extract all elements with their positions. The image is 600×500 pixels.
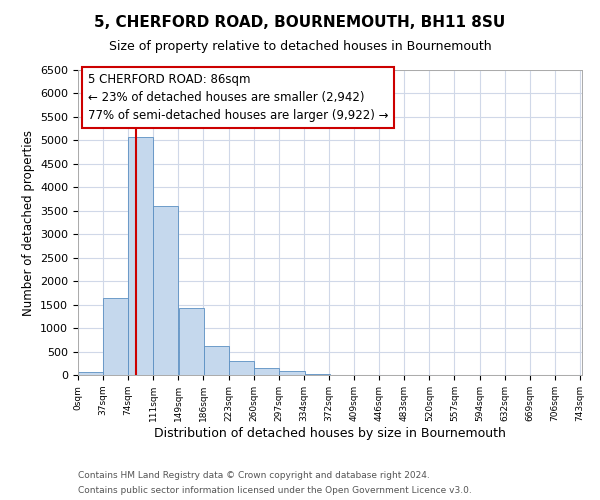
- X-axis label: Distribution of detached houses by size in Bournemouth: Distribution of detached houses by size …: [154, 426, 506, 440]
- Bar: [305, 374, 329, 375]
- Text: Contains public sector information licensed under the Open Government Licence v3: Contains public sector information licen…: [78, 486, 472, 495]
- Bar: [179, 308, 204, 375]
- Bar: [254, 368, 280, 375]
- Bar: [229, 360, 254, 375]
- Bar: [280, 371, 305, 375]
- Bar: [153, 206, 178, 375]
- Bar: [128, 136, 153, 375]
- Bar: [78, 372, 103, 375]
- Bar: [103, 298, 128, 375]
- Text: 5 CHERFORD ROAD: 86sqm
← 23% of detached houses are smaller (2,942)
77% of semi-: 5 CHERFORD ROAD: 86sqm ← 23% of detached…: [88, 73, 389, 122]
- Text: Size of property relative to detached houses in Bournemouth: Size of property relative to detached ho…: [109, 40, 491, 53]
- Text: 5, CHERFORD ROAD, BOURNEMOUTH, BH11 8SU: 5, CHERFORD ROAD, BOURNEMOUTH, BH11 8SU: [94, 15, 506, 30]
- Y-axis label: Number of detached properties: Number of detached properties: [22, 130, 35, 316]
- Bar: [204, 346, 229, 375]
- Text: Contains HM Land Registry data © Crown copyright and database right 2024.: Contains HM Land Registry data © Crown c…: [78, 471, 430, 480]
